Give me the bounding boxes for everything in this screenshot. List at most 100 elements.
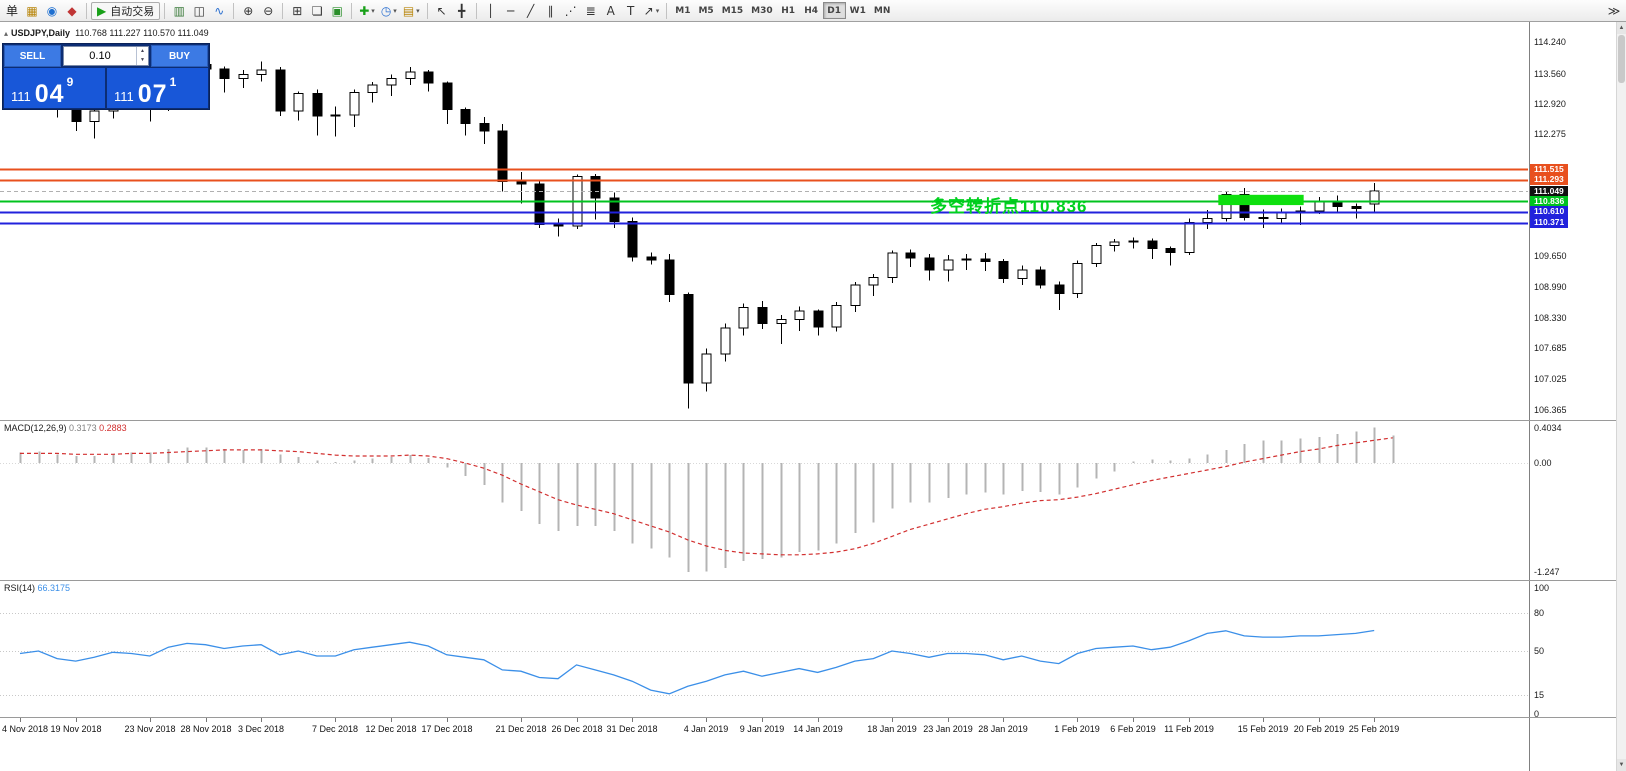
time-label: 17 Dec 2018 — [421, 724, 473, 734]
time-tick — [391, 718, 392, 722]
sell-price-button[interactable]: 111 04 9 — [4, 68, 105, 108]
buy-button[interactable]: BUY — [151, 45, 208, 67]
candlestick-chart-button[interactable]: ◫ — [189, 2, 209, 20]
line-chart-button[interactable]: ∿ — [209, 2, 229, 20]
time-label: 26 Dec 2018 — [551, 724, 603, 734]
zoom-in-button[interactable]: ⊕ — [238, 2, 258, 20]
zoom-in-icon: ⊕ — [243, 3, 254, 18]
pivot-annotation-text[interactable]: 多空转折点110.836 — [930, 197, 1088, 216]
pane-separator[interactable] — [0, 580, 1616, 581]
time-tick — [521, 718, 522, 722]
objects-list-button[interactable]: ≣ — [581, 2, 601, 20]
vertical-line-button[interactable]: │ — [481, 2, 501, 20]
horizontal-line-button[interactable]: ─ — [501, 2, 521, 20]
zoom-out-button[interactable]: ⊖ — [258, 2, 278, 20]
text-label-button[interactable]: T — [621, 2, 641, 20]
text-button[interactable]: A — [601, 2, 621, 20]
profiles-button[interactable]: ◉ — [42, 2, 62, 20]
bar-chart-icon: ▥ — [173, 3, 185, 18]
chart-ohlc: 110.768 111.227 110.570 111.049 — [75, 28, 209, 38]
tile-windows-button[interactable]: ⊞ — [287, 2, 307, 20]
fibonacci-button[interactable]: ⋰ — [561, 2, 581, 20]
chart-window-icon: ▦ — [26, 3, 38, 18]
timeframe-m30-button[interactable]: M30 — [751, 5, 773, 16]
scroll-down-icon[interactable]: ▼ — [1617, 759, 1626, 771]
cascade-windows-button[interactable]: ❏ — [307, 2, 327, 20]
bar-chart-button[interactable]: ▥ — [169, 2, 189, 20]
auto-trading-button[interactable]: ▶ 自动交易 — [91, 1, 161, 20]
indicators-button[interactable]: ✚ ▾ — [356, 2, 378, 20]
time-tick — [20, 718, 21, 722]
dropdown-caret-icon: ▾ — [371, 6, 375, 15]
macd-histogram-layer — [19, 427, 1395, 572]
price-line-label: 110.371 — [1530, 217, 1569, 229]
pane-separator[interactable] — [0, 420, 1616, 421]
cursor-button[interactable]: ↖ — [432, 2, 452, 20]
price-scale[interactable]: 114.240 113.560 112.920 112.275 109.650 108.9… — [1529, 22, 1617, 771]
time-tick — [335, 718, 336, 722]
buy-price-button[interactable]: 111 07 1 — [107, 68, 208, 108]
time-tick — [706, 718, 707, 722]
one-click-collapse-icon[interactable]: ▴ — [4, 29, 9, 38]
vertical-line-icon: │ — [487, 3, 495, 18]
buy-price-big-figure: 111 — [114, 88, 134, 104]
toolbar-separator — [666, 2, 668, 19]
line-chart-icon: ∿ — [214, 3, 225, 18]
periods-icon: ◷ — [380, 3, 392, 18]
buy-price-point: 1 — [169, 75, 177, 89]
time-scale[interactable]: 4 Nov 2018 19 Nov 2018 23 Nov 2018 28 Nov 2… — [0, 717, 1528, 749]
sell-button[interactable]: SELL — [4, 45, 61, 67]
timeframe-m5-button[interactable]: M5 — [698, 5, 714, 16]
chart-shift-icon[interactable]: ≫ — [1607, 3, 1621, 18]
lot-stepper[interactable]: ▲ ▼ — [136, 47, 148, 65]
time-label: 18 Jan 2019 — [867, 724, 917, 734]
timeframe-w1-button[interactable]: W1 — [849, 5, 866, 16]
new-order-button[interactable]: 单 — [2, 2, 22, 20]
macd-tick-label: -1.247 — [1534, 566, 1560, 577]
chart-window-button[interactable]: ▦ — [22, 2, 42, 20]
time-label: 19 Nov 2018 — [50, 724, 102, 734]
chart-area[interactable]: ▴ USDJPY,Daily 110.768 111.227 110.570 11… — [0, 22, 1528, 771]
time-label: 31 Dec 2018 — [606, 724, 658, 734]
timeframe-h1-button[interactable]: H1 — [781, 5, 796, 16]
arrow-tools-button[interactable]: ↗ ▾ — [641, 2, 663, 20]
time-tick — [1189, 718, 1190, 722]
cursor-icon: ↖ — [436, 3, 447, 18]
crosshair-button[interactable]: ╋ — [452, 2, 472, 20]
price-tick-label: 108.330 — [1534, 313, 1567, 324]
auto-arrange-button[interactable]: ▣ — [327, 2, 347, 20]
dropdown-caret-icon: ▾ — [393, 6, 397, 15]
text-icon: A — [606, 3, 615, 18]
timeframe-mn-button[interactable]: MN — [873, 5, 891, 16]
toolbar-separator — [426, 2, 428, 19]
price-tick-label: 107.025 — [1534, 374, 1567, 385]
chart-window: ▴ USDJPY,Daily 110.768 111.227 110.570 11… — [0, 22, 1626, 771]
rsi-tick-label: 0 — [1534, 709, 1540, 719]
timeframe-h4-button[interactable]: H4 — [804, 5, 819, 16]
scrollbar-thumb[interactable] — [1618, 35, 1625, 83]
auto-trading-icon: ▶ — [97, 3, 107, 18]
timeframe-m1-button[interactable]: M1 — [675, 5, 691, 16]
market-watch-button[interactable]: ◆ — [62, 2, 82, 20]
scroll-up-icon[interactable]: ▲ — [1617, 22, 1626, 34]
lot-up-icon[interactable]: ▲ — [140, 48, 145, 54]
templates-button[interactable]: ▤ ▾ — [400, 2, 423, 20]
equidistant-channel-button[interactable]: ∥ — [541, 2, 561, 20]
rsi-tick-label: 15 — [1534, 690, 1545, 701]
time-label: 6 Feb 2019 — [1110, 724, 1156, 734]
periods-button[interactable]: ◷ ▾ — [378, 2, 400, 20]
objects-list-icon: ≣ — [585, 3, 596, 18]
price-line-label: 110.610 — [1530, 206, 1569, 218]
vertical-scrollbar[interactable]: ▲ ▼ — [1616, 22, 1626, 771]
time-tick — [1077, 718, 1078, 722]
time-label: 23 Nov 2018 — [124, 724, 176, 734]
timeframe-m15-button[interactable]: M15 — [721, 5, 744, 16]
lot-down-icon[interactable]: ▼ — [140, 57, 145, 63]
macd-chart-canvas[interactable] — [0, 420, 1528, 580]
main-chart-canvas[interactable] — [0, 22, 1528, 420]
lot-size-field[interactable]: 0.10 ▲ ▼ — [63, 46, 149, 66]
timeframe-d1-button[interactable]: D1 — [822, 2, 846, 19]
price-tick-label: 109.650 — [1534, 251, 1567, 262]
rsi-chart-canvas[interactable] — [0, 580, 1528, 717]
trendline-button[interactable]: ╱ — [521, 2, 541, 20]
